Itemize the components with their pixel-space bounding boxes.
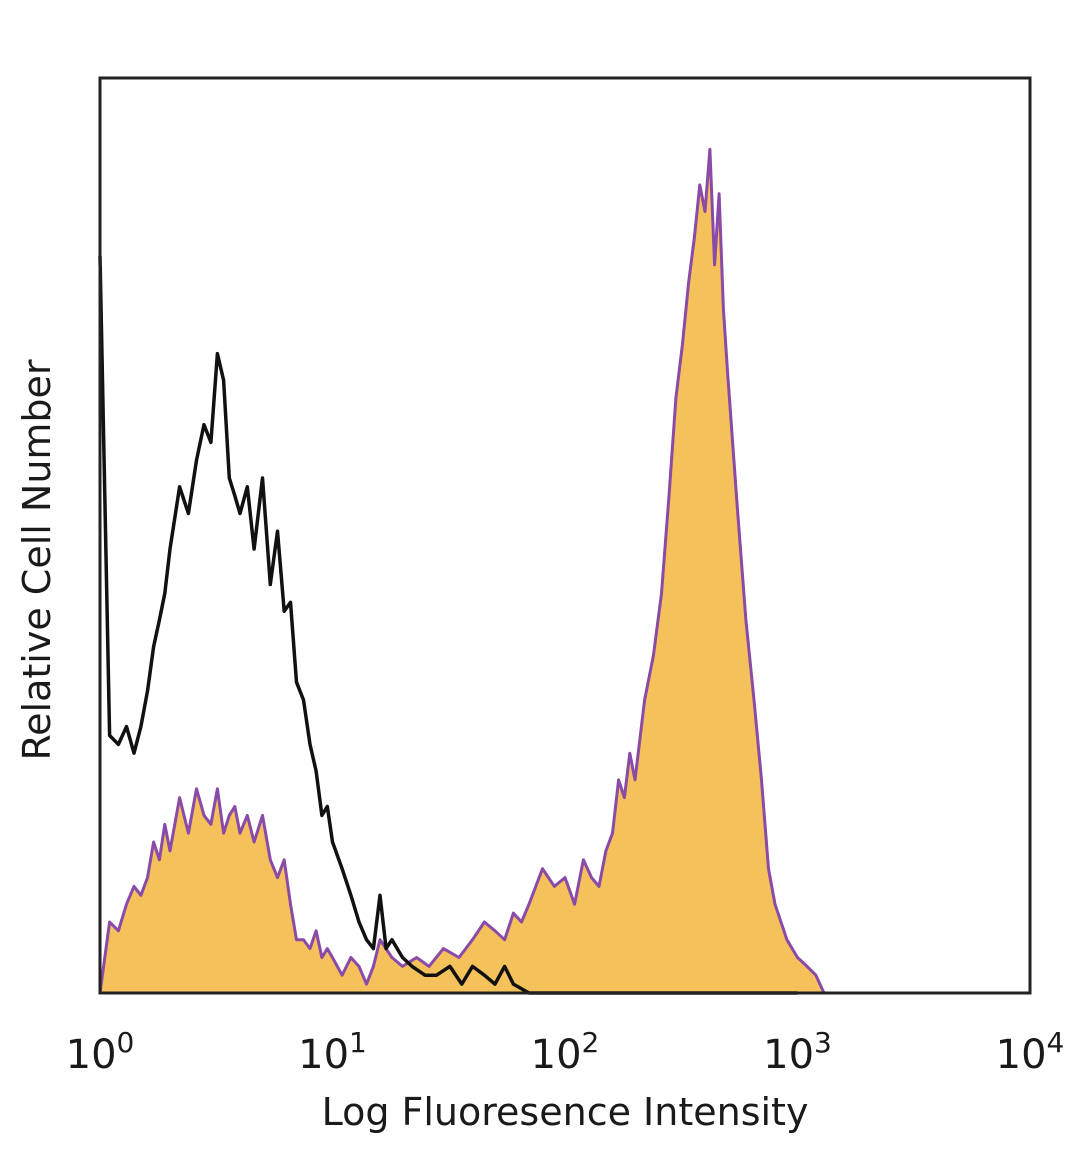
x-tick-label: 100 [66, 1026, 135, 1078]
tick-exponent: 3 [814, 1026, 832, 1059]
tick-exponent: 1 [349, 1026, 367, 1059]
tick-base: 10 [298, 1032, 349, 1078]
plot-area [98, 147, 826, 995]
x-tick-label: 101 [298, 1026, 367, 1078]
series-1-fill [100, 149, 824, 993]
series-0-line [98, 255, 798, 995]
tick-base: 10 [66, 1032, 117, 1078]
series-1-outline [98, 147, 826, 994]
tick-base: 10 [996, 1032, 1047, 1078]
x-tick-label: 103 [763, 1026, 832, 1078]
x-tick-label: 104 [996, 1026, 1065, 1078]
tick-exponent: 2 [582, 1026, 600, 1059]
plot-frame [98, 76, 1032, 995]
tick-exponent: 0 [117, 1026, 135, 1059]
y-axis-label: Relative Cell Number [15, 359, 59, 760]
tick-base: 10 [531, 1032, 582, 1078]
x-axis-label: Log Fluoresence Intensity [322, 1090, 809, 1134]
x-tick-label: 102 [531, 1026, 600, 1078]
tick-base: 10 [763, 1032, 814, 1078]
x-tick-labels: 100 101 102 103 104 [66, 1026, 1065, 1078]
tick-exponent: 4 [1047, 1026, 1065, 1059]
